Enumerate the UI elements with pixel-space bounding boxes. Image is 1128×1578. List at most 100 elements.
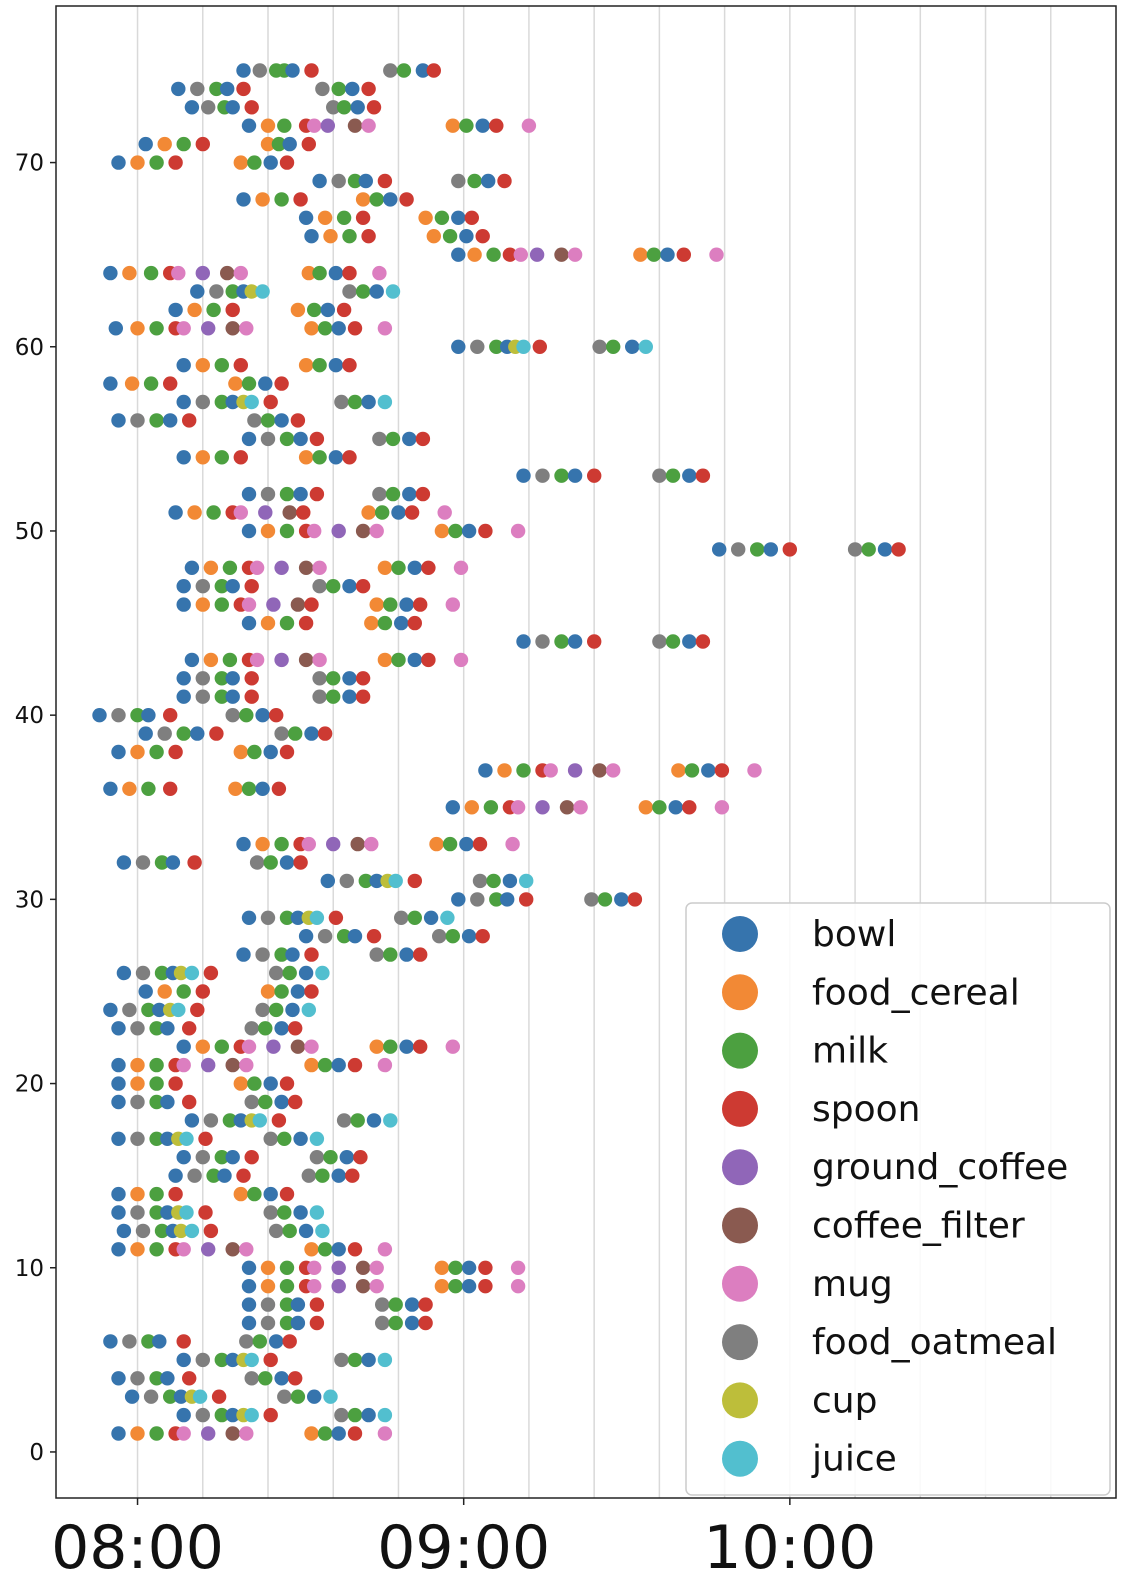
legend-label: mug: [812, 1264, 893, 1305]
point-spoon: [682, 800, 697, 815]
point-bowl: [111, 1205, 126, 1220]
point-bowl: [347, 929, 363, 944]
point-bowl: [481, 173, 496, 189]
point-milk: [247, 155, 262, 170]
point-milk: [130, 708, 145, 723]
point-food-oatmeal: [239, 1334, 254, 1349]
point-food-cereal: [260, 136, 276, 152]
point-spoon: [203, 965, 219, 981]
point-bowl: [404, 1297, 420, 1312]
point-bowl: [103, 265, 118, 281]
point-food-oatmeal: [195, 1352, 210, 1368]
point-juice: [171, 1002, 186, 1018]
point-bowl: [358, 173, 373, 189]
point-food-oatmeal: [334, 394, 349, 410]
point-food-oatmeal: [315, 81, 330, 97]
y-tick-label: 30: [15, 887, 44, 913]
point-milk: [396, 63, 412, 78]
point-bowl: [111, 1186, 126, 1202]
point-juice: [323, 1389, 338, 1404]
point-juice: [385, 284, 401, 299]
point-milk: [214, 597, 229, 612]
point-milk: [214, 671, 229, 686]
point-food-cereal: [130, 1076, 145, 1091]
point-food-oatmeal: [472, 873, 488, 889]
point-milk: [176, 136, 191, 152]
point-food-cereal: [304, 1057, 319, 1073]
point-food-oatmeal: [130, 413, 145, 428]
point-milk: [407, 910, 422, 925]
point-spoon: [695, 468, 711, 483]
point-bowl: [331, 1057, 346, 1073]
point-mug: [176, 1057, 191, 1073]
point-milk: [279, 523, 295, 539]
point-spoon: [244, 671, 259, 686]
point-bowl: [342, 689, 357, 704]
point-spoon: [418, 1315, 433, 1331]
point-bowl: [451, 339, 466, 354]
point-milk: [279, 1260, 295, 1276]
point-bowl: [331, 1168, 346, 1183]
point-bowl: [124, 1389, 140, 1404]
point-food-oatmeal: [336, 1113, 352, 1128]
point-food-oatmeal: [225, 708, 240, 723]
point-bowl: [290, 910, 306, 925]
point-milk: [347, 1407, 363, 1423]
point-juice: [244, 1407, 259, 1423]
point-food-cereal: [323, 229, 338, 244]
point-coffee-filter: [298, 652, 314, 668]
legend-marker-bowl: [722, 916, 758, 952]
legend-marker-coffee-filter: [722, 1207, 758, 1244]
point-bowl: [168, 302, 183, 318]
point-mug: [361, 118, 376, 133]
point-mug: [543, 763, 558, 778]
point-milk: [375, 505, 390, 520]
y-tick-label: 10: [15, 1256, 44, 1282]
point-bowl: [217, 1168, 232, 1183]
point-bowl: [502, 873, 518, 889]
point-coffee-filter: [355, 1279, 371, 1294]
point-milk: [214, 1039, 229, 1054]
point-coffee-filter: [298, 560, 314, 575]
point-food-cereal: [301, 265, 316, 281]
point-spoon: [168, 1186, 183, 1202]
point-coffee-filter: [350, 836, 365, 852]
point-milk: [214, 1150, 229, 1165]
point-spoon: [336, 302, 352, 318]
point-milk: [149, 1205, 164, 1220]
point-bowl: [331, 1242, 346, 1257]
point-bowl: [290, 984, 306, 999]
point-bowl: [176, 1039, 191, 1054]
y-tick-label: 20: [15, 1072, 44, 1098]
point-milk: [652, 800, 667, 815]
point-bowl: [241, 910, 257, 925]
point-juice: [255, 284, 270, 299]
point-mug: [377, 1057, 393, 1073]
point-spoon: [347, 321, 363, 336]
point-bowl: [298, 929, 314, 944]
point-food-oatmeal: [244, 1094, 259, 1110]
point-milk: [269, 1002, 284, 1018]
point-bowl: [225, 579, 240, 594]
point-milk: [258, 1021, 273, 1036]
point-bowl: [461, 929, 477, 944]
point-food-cereal: [260, 523, 276, 539]
point-spoon: [478, 1279, 493, 1294]
point-bowl: [241, 1315, 257, 1331]
point-bowl: [176, 579, 191, 594]
point-milk: [176, 984, 191, 999]
point-milk: [279, 486, 295, 502]
point-mug: [510, 800, 526, 815]
point-milk: [279, 431, 295, 447]
point-bowl: [160, 1371, 175, 1386]
point-spoon: [233, 358, 248, 373]
point-bowl: [111, 1021, 126, 1036]
point-spoon: [345, 1168, 360, 1183]
point-milk: [176, 726, 191, 741]
point-food-oatmeal: [301, 1168, 316, 1183]
point-spoon: [211, 1389, 227, 1404]
point-milk: [263, 855, 278, 870]
point-milk: [665, 468, 681, 483]
point-food-oatmeal: [249, 855, 265, 870]
